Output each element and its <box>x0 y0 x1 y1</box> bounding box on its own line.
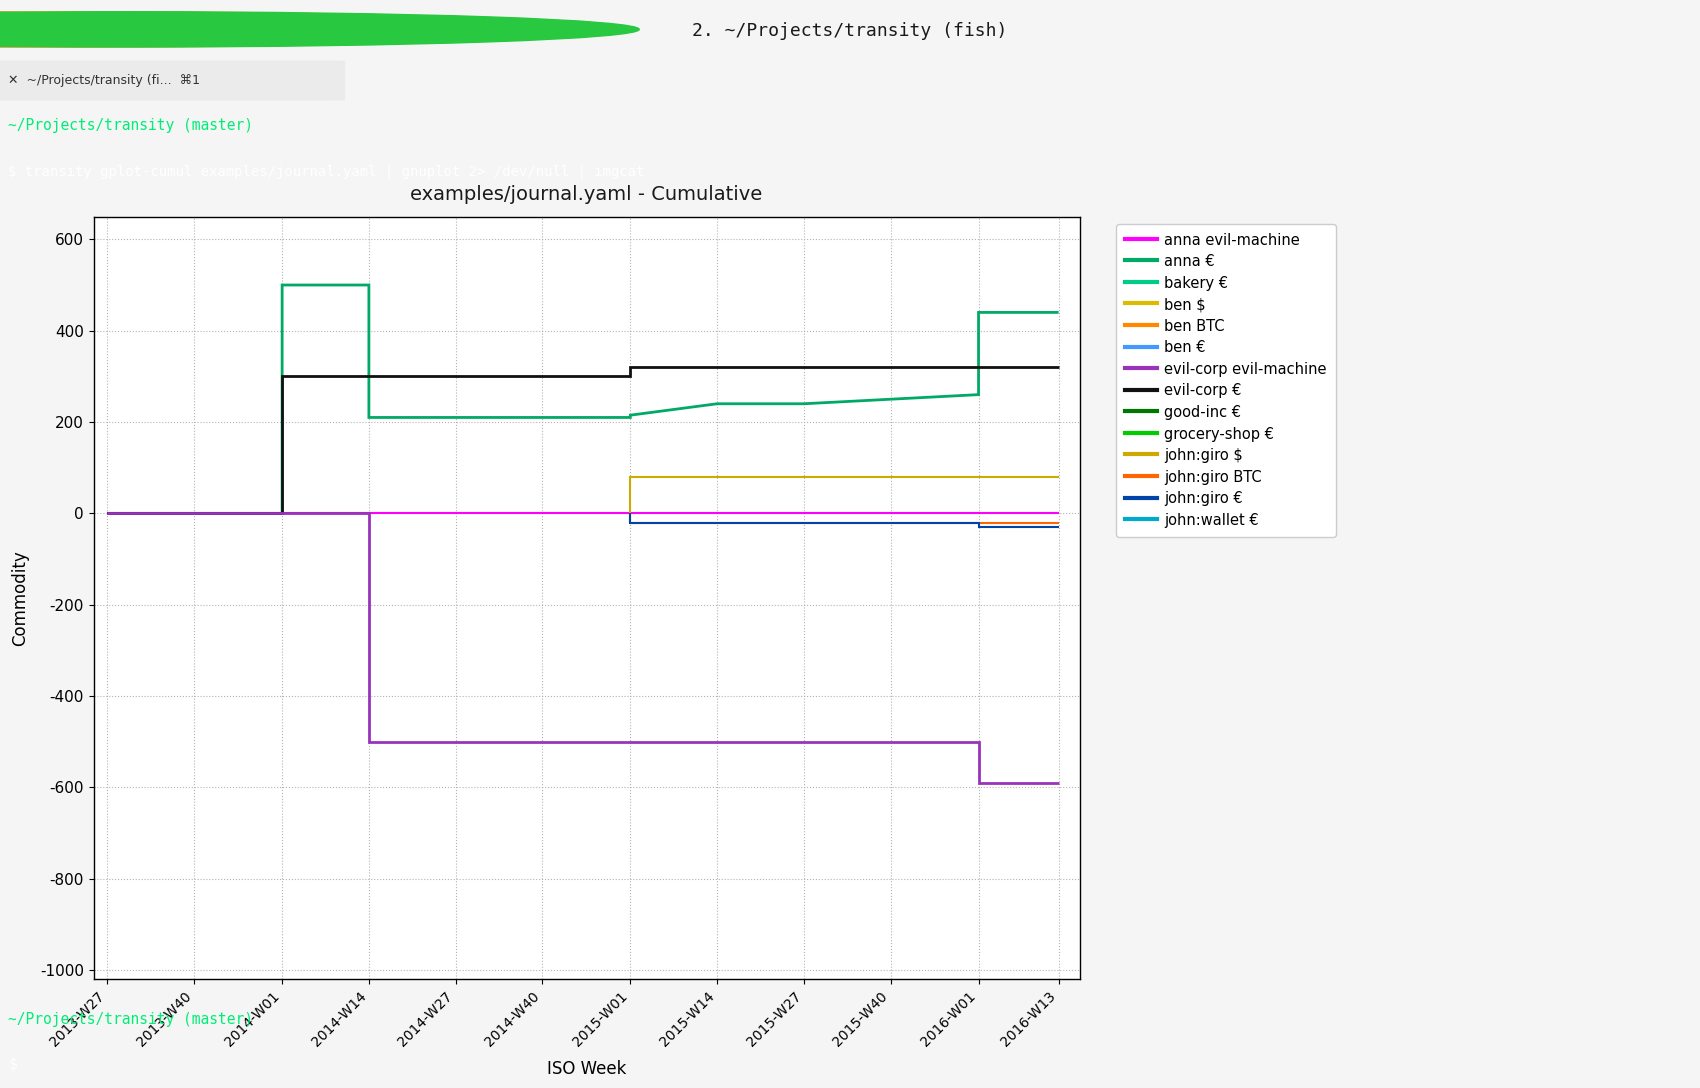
Circle shape <box>0 12 598 47</box>
X-axis label: ISO Week: ISO Week <box>547 1060 626 1078</box>
Text: $ transity gplot-cumul examples/journal.yaml | gnuplot 2> /dev/null | imgcat: $ transity gplot-cumul examples/journal.… <box>8 164 644 178</box>
Circle shape <box>0 12 639 47</box>
Text: 2. ~/Projects/transity (fish): 2. ~/Projects/transity (fish) <box>692 22 1008 39</box>
FancyBboxPatch shape <box>0 61 345 100</box>
Text: ~/Projects/transity (master): ~/Projects/transity (master) <box>8 118 253 133</box>
Text: ✕  ~/Projects/transity (fi...  ⌘1: ✕ ~/Projects/transity (fi... ⌘1 <box>8 74 201 87</box>
Text: ~/Projects/transity (master): ~/Projects/transity (master) <box>8 1012 253 1027</box>
Circle shape <box>0 12 558 47</box>
Legend: anna evil-machine, anna €, bakery €, ben $, ben BTC, ben €, evil-corp evil-machi: anna evil-machine, anna €, bakery €, ben… <box>1117 224 1336 536</box>
Text: $: $ <box>8 1056 17 1071</box>
Y-axis label: Commodity: Commodity <box>10 549 29 646</box>
Title: examples/journal.yaml - Cumulative: examples/journal.yaml - Cumulative <box>410 185 763 203</box>
